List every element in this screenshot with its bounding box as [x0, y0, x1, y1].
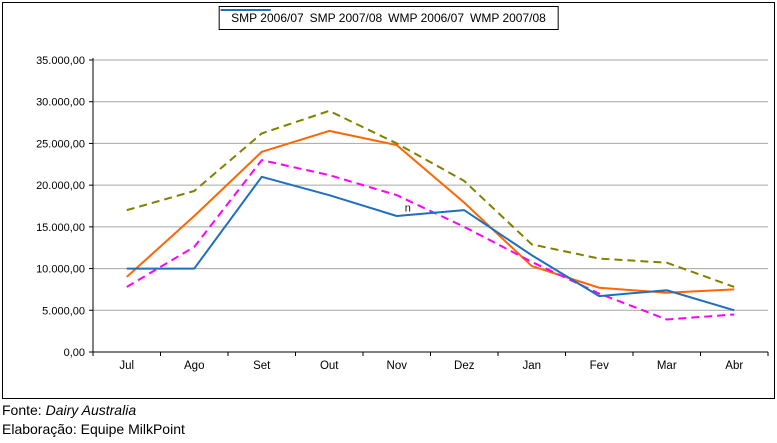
y-tick-label: 35.000,00 — [36, 55, 85, 67]
chart-legend: SMP 2006/07 SMP 2007/08 WMP 2006/07 WMP 200… — [218, 6, 559, 30]
x-category-label: Fev — [590, 360, 609, 372]
legend-item-smp-2006-07: SMP 2006/07 — [220, 9, 304, 25]
x-category-label: Nov — [387, 360, 408, 372]
source-line: Fonte: Dairy Australia — [2, 401, 775, 420]
y-tick-label: 15.000,00 — [36, 222, 85, 234]
elaboration-line: Elaboração: Equipe MilkPoint — [2, 421, 185, 437]
x-category-label: Jul — [119, 360, 134, 372]
y-tick-label: 20.000,00 — [36, 180, 85, 192]
source-label: Fonte: — [2, 402, 42, 418]
source-value: Dairy Australia — [45, 402, 137, 418]
y-tick-label: 25.000,00 — [36, 138, 85, 150]
legend-item-smp-2007-08: SMP 2007/08 — [220, 9, 383, 25]
chart-frame: 35.000,00 30.000,00 25.000,00 20.000,00 15.0… — [2, 2, 775, 399]
legend-item-wmp-2006-07: WMP 2006/07 — [220, 9, 464, 25]
series-line-smp-2006-07 — [126, 109, 735, 288]
line-chart-plot: 35.000,00 30.000,00 25.000,00 20.000,00 15.0… — [36, 55, 769, 372]
legend-line-swatch — [220, 9, 271, 11]
x-category-label: Set — [253, 360, 271, 372]
x-category-label: Dez — [454, 360, 475, 372]
legend-label: WMP 2007/08 — [470, 11, 546, 25]
series-line-wmp-2007-08 — [126, 175, 735, 312]
series-line-wmp-2006-07 — [126, 159, 735, 321]
y-tick-label: 0,00 — [64, 347, 85, 359]
legend-item-wmp-2007-08: WMP 2007/08 — [220, 9, 546, 25]
y-tick-label: 30.000,00 — [36, 97, 85, 109]
series-line-smp-2007-08 — [126, 129, 735, 294]
x-category-label: Mar — [657, 360, 677, 372]
y-tick-label: 5.000,00 — [42, 305, 85, 317]
stray-annotation: n — [405, 203, 411, 215]
legend-label: WMP 2006/07 — [388, 11, 464, 25]
legend-label: SMP 2007/08 — [309, 11, 383, 25]
y-tick-label: 10.000,00 — [36, 264, 85, 276]
x-category-label: Jan — [522, 360, 541, 372]
x-category-label: Abr — [725, 360, 743, 372]
chart-footer: Fonte: Dairy Australia Elaboração: Equip… — [2, 401, 775, 439]
x-category-label: Ago — [184, 360, 204, 372]
x-category-label: Out — [320, 360, 339, 372]
legend-label: SMP 2006/07 — [231, 11, 304, 25]
